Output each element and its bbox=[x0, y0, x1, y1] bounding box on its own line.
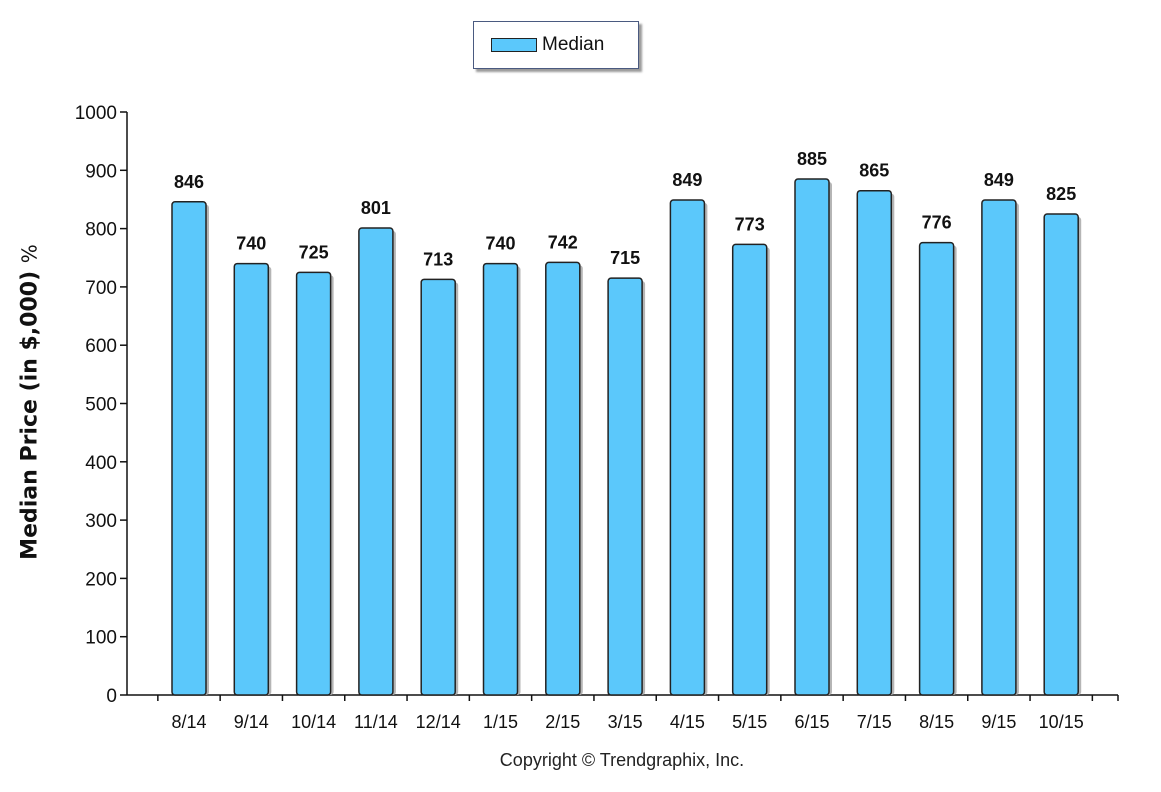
y-tick-label: 0 bbox=[106, 686, 117, 707]
legend-label: Median bbox=[542, 34, 605, 55]
bar-value-label: 725 bbox=[299, 242, 329, 262]
bar-value-label: 740 bbox=[485, 234, 515, 254]
x-tick-label: 2/15 bbox=[545, 712, 580, 732]
bar-11-14 bbox=[358, 227, 394, 696]
bar-8-15 bbox=[918, 241, 955, 696]
x-tick-label: 11/14 bbox=[354, 712, 398, 732]
bar-value-label: 846 bbox=[174, 172, 204, 192]
x-tick-label: 7/15 bbox=[857, 712, 892, 732]
bar-9-15 bbox=[981, 199, 1017, 696]
bar-2-15 bbox=[545, 261, 581, 696]
bar-3-15 bbox=[607, 277, 643, 696]
bar-1-15 bbox=[482, 262, 519, 696]
copyright-text: Copyright © Trendgraphix, Inc. bbox=[499, 750, 745, 770]
bar-value-label: 740 bbox=[236, 234, 266, 254]
bar-value-label: 885 bbox=[797, 149, 827, 169]
bar-10-15 bbox=[1043, 213, 1079, 696]
bar-value-label: 849 bbox=[672, 170, 702, 190]
x-tick-label: 12/14 bbox=[416, 712, 461, 732]
y-tick-label: 800 bbox=[85, 220, 117, 241]
legend-swatch bbox=[491, 38, 537, 52]
y-tick-label: 600 bbox=[85, 336, 117, 357]
bar-9-14 bbox=[233, 262, 270, 696]
x-tick-label: 6/15 bbox=[794, 712, 829, 732]
bar-value-label: 865 bbox=[859, 161, 889, 181]
x-tick-label: 5/15 bbox=[732, 712, 767, 732]
x-tick-label: 4/15 bbox=[670, 712, 705, 732]
bar-value-label: 849 bbox=[984, 170, 1014, 190]
x-tick-label: 10/14 bbox=[291, 712, 336, 732]
bar-value-label: 773 bbox=[735, 214, 765, 234]
bar-5-15 bbox=[731, 243, 768, 696]
x-tick-label: 9/15 bbox=[981, 712, 1016, 732]
bar-8-14 bbox=[171, 201, 207, 696]
y-tick-label: 300 bbox=[85, 511, 117, 532]
bar-value-label: 742 bbox=[548, 232, 578, 252]
bar-4-15 bbox=[669, 199, 706, 696]
y-tick-label: 200 bbox=[85, 569, 117, 590]
y-tick-label: 900 bbox=[85, 161, 117, 182]
y-tick-label: 1000 bbox=[75, 103, 117, 124]
y-tick-label: 500 bbox=[85, 395, 117, 416]
bar-7-15 bbox=[856, 189, 893, 696]
x-tick-label: 3/15 bbox=[608, 712, 643, 732]
y-tick-label: 700 bbox=[85, 278, 117, 299]
bar-12-14 bbox=[420, 278, 456, 696]
bar-6-15 bbox=[794, 178, 830, 696]
x-tick-label: 9/14 bbox=[234, 712, 269, 732]
x-tick-label: 8/15 bbox=[919, 712, 954, 732]
bar-value-label: 713 bbox=[423, 249, 453, 269]
y-tick-label: 100 bbox=[85, 628, 117, 649]
bar-value-label: 715 bbox=[610, 248, 640, 268]
bar-value-label: 776 bbox=[922, 213, 952, 233]
x-tick-label: 10/15 bbox=[1039, 712, 1084, 732]
bar-value-label: 801 bbox=[361, 198, 391, 218]
bar-value-label: 825 bbox=[1046, 184, 1076, 204]
bar-10-14 bbox=[295, 271, 332, 696]
x-tick-label: 8/14 bbox=[171, 712, 206, 732]
legend: Median bbox=[473, 21, 639, 69]
y-tick-label: 400 bbox=[85, 453, 117, 474]
x-tick-label: 1/15 bbox=[483, 712, 518, 732]
